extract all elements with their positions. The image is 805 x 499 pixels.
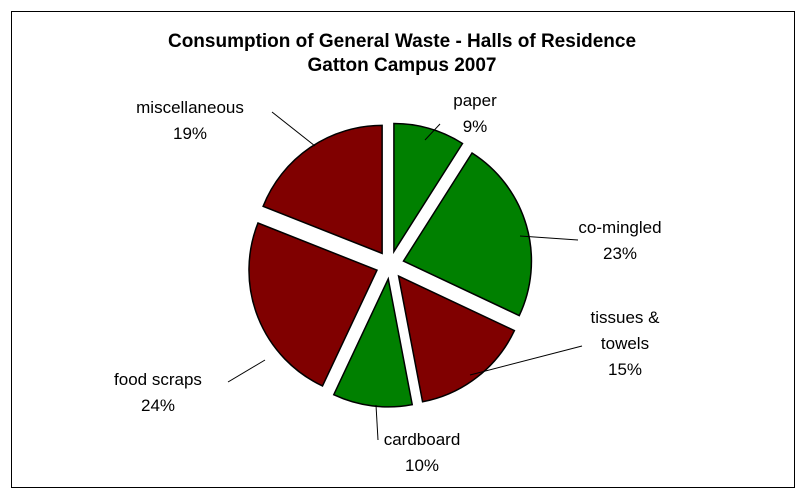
category-label: miscellaneous — [136, 98, 244, 117]
chart-title: Consumption of General Waste - Halls of … — [167, 31, 637, 76]
value-label: 10% — [404, 456, 440, 475]
value-label: 19% — [172, 124, 208, 143]
leader-line — [519, 235, 579, 241]
category-label: tissues & towels — [590, 308, 660, 353]
category-label: food scraps — [114, 370, 202, 389]
leader-line — [227, 359, 266, 383]
value-label: 24% — [140, 396, 176, 415]
category-label: paper — [453, 91, 497, 110]
pie-slice — [248, 222, 379, 387]
leader-line — [271, 111, 316, 147]
pie-slice — [397, 274, 516, 403]
value-label: 15% — [607, 360, 643, 379]
leader-line — [424, 123, 441, 141]
pie-slice — [402, 151, 533, 317]
category-label: cardboard — [383, 430, 461, 449]
category-label: co-mingled — [578, 218, 662, 237]
pie-slice — [332, 276, 414, 408]
value-label: 23% — [602, 244, 638, 263]
pie-slice — [262, 124, 383, 255]
leader-line — [469, 345, 583, 376]
leader-line — [375, 404, 379, 441]
value-label: 9% — [462, 117, 488, 136]
chart-border — [11, 11, 795, 488]
pie-slice — [393, 122, 464, 255]
